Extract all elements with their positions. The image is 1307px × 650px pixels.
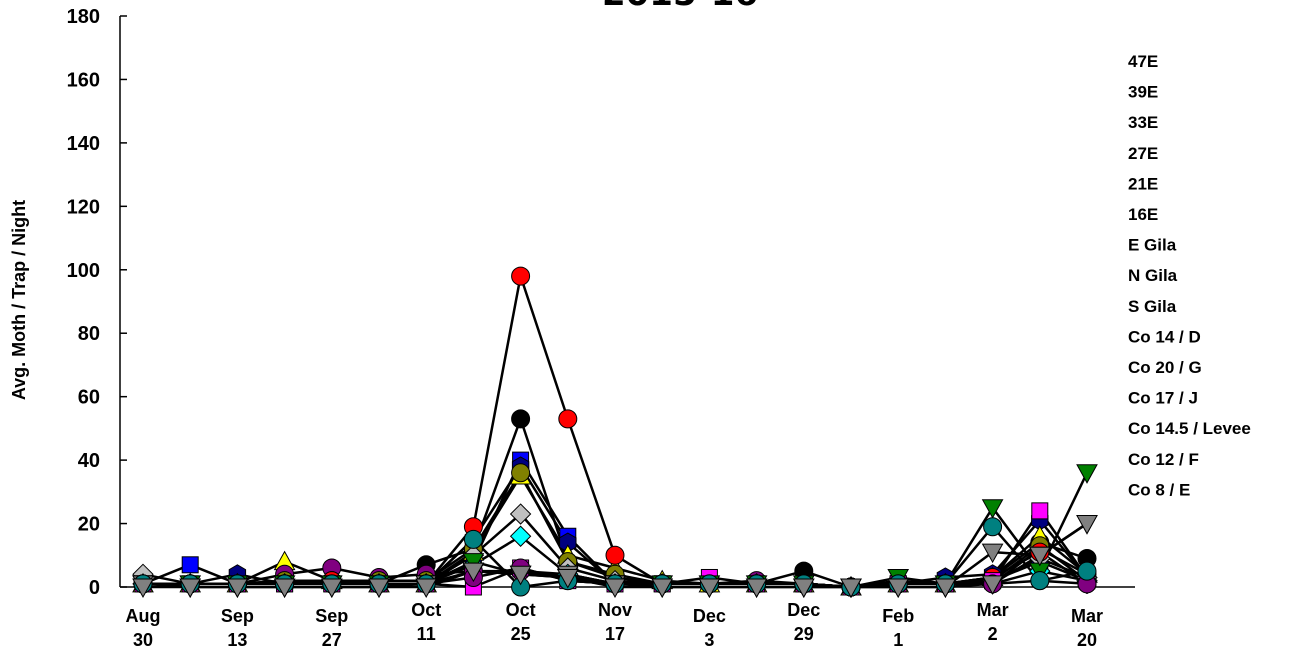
data-point — [1030, 571, 1050, 591]
data-point — [463, 529, 483, 549]
data-point — [226, 578, 249, 599]
data-point — [934, 578, 957, 599]
x-tick-label: Sep — [315, 606, 348, 626]
legend-entry: S Gila — [1128, 297, 1177, 316]
data-point — [604, 578, 626, 599]
y-tick-label: 80 — [78, 323, 100, 345]
x-tick-label: Sep — [221, 606, 254, 626]
series-lines — [142, 274, 1089, 589]
legend-entry: Co 12 / F — [1128, 450, 1199, 469]
x-tick-label: 2 — [988, 624, 998, 644]
x-tick-label: Mar — [977, 600, 1009, 620]
data-point — [981, 499, 1004, 519]
legend-entry: Co 17 / J — [1128, 389, 1198, 408]
y-tick-label: 100 — [67, 260, 100, 282]
x-tick-label: Feb — [882, 606, 914, 626]
x-tick-label: Aug — [126, 606, 161, 626]
data-point — [509, 503, 532, 525]
data-point — [132, 578, 154, 599]
x-tick-label: Oct — [506, 600, 536, 620]
data-point — [981, 575, 1004, 595]
data-point — [179, 578, 202, 599]
y-tick-label: 160 — [67, 69, 100, 91]
data-point — [840, 578, 862, 599]
x-tick-label: 1 — [893, 630, 903, 650]
x-tick-label: 11 — [417, 624, 436, 644]
data-point — [1076, 515, 1098, 535]
y-tick-label: 0 — [89, 577, 100, 599]
legend-entry: 39E — [1128, 83, 1158, 102]
data-point — [698, 578, 721, 599]
x-tick-label: 29 — [794, 624, 814, 644]
data-point — [1076, 464, 1098, 484]
series-line — [143, 274, 1088, 589]
data-point — [509, 525, 532, 547]
y-tick-label: 140 — [67, 133, 100, 155]
data-point — [1031, 502, 1049, 520]
data-point — [745, 578, 768, 599]
y-tick-label: 40 — [78, 450, 100, 472]
x-tick-label: 13 — [227, 630, 247, 650]
data-point — [368, 578, 390, 599]
x-ticks: Aug 30 Sep 13 Sep 27 Oct 11 Oct 25 Nov 17 Dec 3 Dec 29 F… — [126, 587, 1103, 650]
x-tick-label: Dec — [693, 606, 726, 626]
data-point — [181, 556, 199, 574]
legend-entry: 47E — [1128, 52, 1158, 71]
x-tick-label: 27 — [322, 630, 342, 650]
y-tick-label: 180 — [67, 6, 100, 28]
legend-entry: E Gila — [1128, 236, 1177, 255]
data-point — [981, 543, 1004, 564]
axes — [119, 16, 1135, 588]
data-point — [792, 578, 815, 599]
data-point — [556, 568, 579, 589]
data-point — [1028, 546, 1051, 567]
y-axis-label: Avg. Moth / Trap / Night — [9, 200, 29, 400]
x-tick-label: Oct — [411, 600, 441, 620]
legend-entry: Co 14.5 / Levee — [1128, 419, 1251, 438]
legend: 47E 39E 33E 27E 21E 16E E Gila N Gila S Gila Co 1… — [1128, 52, 1251, 499]
y-ticks: 0 20 40 60 80 100 120 140 160 180 — [67, 6, 127, 599]
data-point — [509, 565, 532, 586]
chart-title: 2015-16 — [602, 0, 758, 14]
data-point — [558, 409, 578, 429]
data-point — [462, 553, 485, 573]
data-point — [887, 578, 910, 599]
x-tick-label: 3 — [704, 630, 714, 650]
data-point — [273, 578, 296, 599]
x-tick-label: Mar — [1071, 606, 1103, 626]
x-tick-label: 17 — [605, 624, 625, 644]
legend-entry: Co 8 / E — [1128, 480, 1190, 499]
data-point — [651, 578, 674, 599]
x-tick-label: 20 — [1077, 630, 1097, 650]
data-point — [415, 578, 438, 599]
data-point — [511, 266, 531, 286]
legend-entry: N Gila — [1128, 266, 1178, 285]
legend-entry: 33E — [1128, 113, 1158, 132]
data-point — [983, 517, 1003, 537]
legend-entry: 16E — [1128, 205, 1158, 224]
legend-entry: Co 20 / G — [1128, 358, 1202, 377]
data-point — [320, 578, 343, 599]
legend-entry: Co 14 / D — [1128, 327, 1201, 346]
data-point — [605, 545, 625, 565]
x-tick-label: 30 — [133, 630, 153, 650]
series-markers — [132, 266, 1098, 599]
y-tick-label: 20 — [78, 514, 100, 536]
x-tick-label: Dec — [787, 600, 820, 620]
y-tick-label: 120 — [67, 196, 100, 218]
y-tick-label: 60 — [78, 387, 100, 409]
data-point — [511, 463, 531, 483]
x-tick-label: 25 — [511, 624, 531, 644]
data-point — [511, 409, 531, 429]
x-tick-label: Nov — [598, 600, 632, 620]
legend-entry: 27E — [1128, 144, 1158, 163]
data-point — [1077, 561, 1097, 581]
legend-entry: 21E — [1128, 174, 1158, 193]
data-point — [462, 562, 485, 583]
